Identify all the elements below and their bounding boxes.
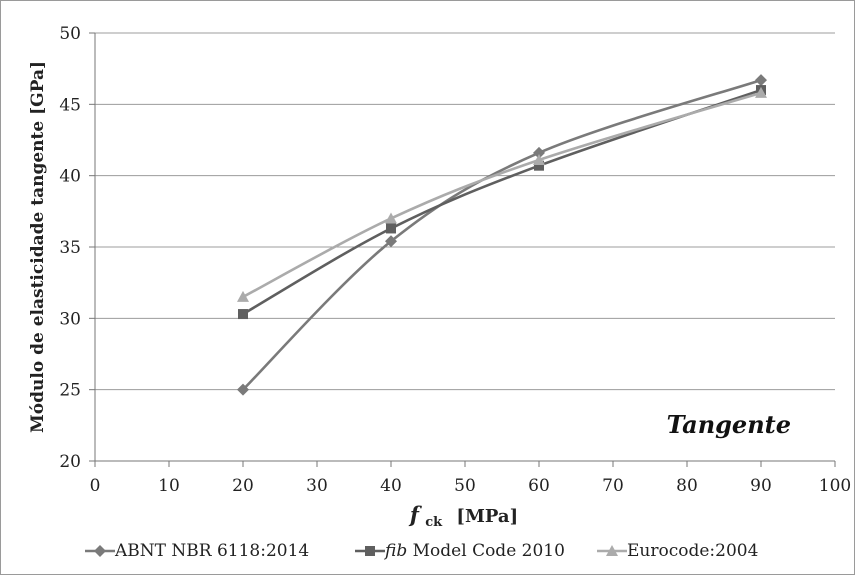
legend-label: Eurocode:2004 bbox=[627, 541, 758, 561]
series-line bbox=[242, 91, 762, 299]
x-tick-label: 60 bbox=[528, 476, 550, 496]
y-tick-label: 45 bbox=[59, 95, 81, 115]
data-point bbox=[237, 290, 249, 302]
data-point bbox=[385, 235, 397, 248]
y-tick-label: 35 bbox=[59, 238, 81, 258]
x-tick-label: 90 bbox=[750, 476, 772, 496]
legend-marker bbox=[365, 546, 375, 556]
data-point bbox=[238, 309, 248, 320]
data-point bbox=[386, 223, 396, 234]
data-point bbox=[755, 74, 767, 87]
legend-marker bbox=[94, 545, 106, 557]
data-point bbox=[385, 212, 397, 224]
x-tick-label: 30 bbox=[306, 476, 328, 496]
x-tick-label: 40 bbox=[380, 476, 402, 496]
legend-label-italic: fib bbox=[383, 541, 407, 561]
grid-lines bbox=[95, 32, 835, 391]
axes bbox=[89, 32, 836, 467]
legend-item-3: Eurocode:2004 bbox=[597, 541, 758, 561]
legend-item-1: ABNT NBR 6118:2014 bbox=[85, 541, 309, 561]
legend-label: ABNT NBR 6118:2014 bbox=[114, 541, 309, 561]
legend-label-text: Eurocode:2004 bbox=[627, 541, 758, 561]
series-3 bbox=[237, 86, 767, 302]
legend: ABNT NBR 6118:2014 fib Model Code 2010 Eur… bbox=[85, 541, 758, 561]
x-axis-label-main: f bbox=[408, 502, 423, 527]
x-axis-label: f ck [MPa] bbox=[408, 502, 518, 531]
x-tick-label: 0 bbox=[90, 476, 101, 496]
data-point bbox=[533, 153, 545, 165]
data-point bbox=[533, 146, 545, 159]
legend-item-2: fib Model Code 2010 bbox=[355, 541, 565, 561]
y-axis-label: Módulo de elasticidade tangente [GPa] bbox=[28, 61, 48, 433]
data-point bbox=[237, 383, 249, 396]
series-line bbox=[242, 88, 762, 316]
x-tick-label: 10 bbox=[158, 476, 180, 496]
data-point bbox=[534, 160, 544, 171]
legend-label-text: ABNT NBR 6118:2014 bbox=[114, 541, 309, 561]
x-axis-label-unit: [MPa] bbox=[456, 506, 518, 527]
tangente-annotation: Tangente bbox=[667, 410, 791, 439]
x-tick-label: 50 bbox=[454, 476, 476, 496]
legend-label-text: Model Code 2010 bbox=[407, 541, 565, 561]
series-2 bbox=[238, 85, 766, 320]
x-tick-label: 70 bbox=[602, 476, 624, 496]
data-point bbox=[755, 86, 767, 98]
x-tick-label: 100 bbox=[819, 476, 851, 496]
y-tick-label: 25 bbox=[59, 381, 81, 401]
series-group bbox=[237, 74, 767, 396]
y-tick-label: 50 bbox=[59, 24, 81, 44]
y-tick-label: 30 bbox=[59, 309, 81, 329]
x-tick-label: 80 bbox=[676, 476, 698, 496]
y-tick-label: 40 bbox=[59, 167, 81, 187]
x-tick-labels: 0 10 20 30 40 50 60 70 80 90 100 bbox=[90, 476, 852, 496]
x-axis-label-subscript: ck bbox=[425, 515, 443, 530]
legend-marker bbox=[606, 545, 618, 556]
series-1 bbox=[237, 74, 767, 396]
x-tick-label: 20 bbox=[232, 476, 254, 496]
y-tick-labels: 20 25 30 35 40 45 50 bbox=[59, 24, 81, 472]
series-line bbox=[242, 78, 762, 391]
y-tick-label: 20 bbox=[59, 452, 81, 472]
legend-label: fib Model Code 2010 bbox=[383, 541, 565, 561]
